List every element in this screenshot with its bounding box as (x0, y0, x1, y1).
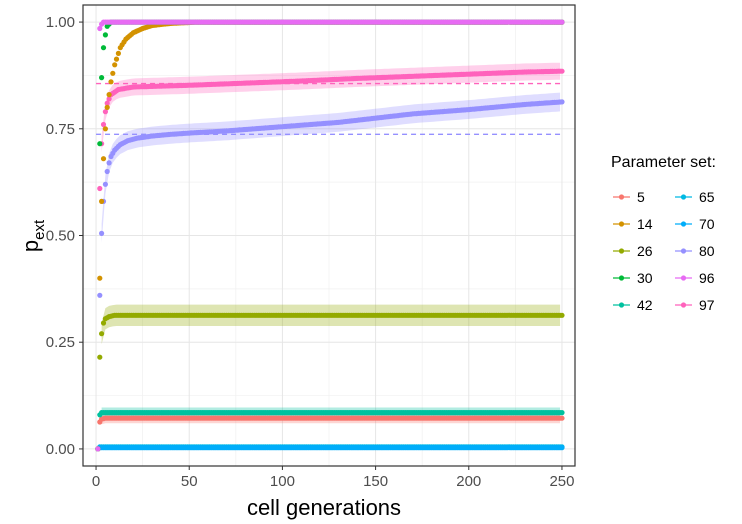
point-series-14 (112, 62, 118, 68)
series-5 (95, 415, 565, 452)
point-series-96 (97, 25, 103, 32)
point-series-97 (559, 68, 565, 74)
legend-label-14: 14 (637, 216, 653, 232)
y-tick-label: 0.75 (46, 121, 75, 138)
legend-key-30 (613, 275, 630, 281)
point-series-80 (99, 230, 105, 236)
point-series-80 (97, 292, 103, 298)
point-series-97 (97, 185, 103, 192)
point-series-5 (559, 415, 565, 421)
point-series-14 (97, 275, 103, 281)
legend-title: Parameter set: (611, 154, 716, 171)
point-series-14 (100, 156, 107, 162)
point-series-14 (106, 92, 112, 98)
point-series-26 (97, 354, 103, 360)
point-series-26 (100, 320, 107, 326)
legend: Parameter set: 5 14 26 30 42 65 70 80 96 97 (611, 154, 716, 313)
point-series-26 (99, 331, 105, 337)
point-series-97 (100, 121, 107, 128)
legend-key-26 (613, 248, 630, 254)
legend-key-point (680, 221, 687, 227)
legend-label-5: 5 (637, 189, 645, 205)
series-97 (95, 68, 565, 452)
point-series-14 (102, 126, 108, 132)
legend-label-42: 42 (637, 297, 653, 313)
legend-label-26: 26 (637, 243, 653, 259)
legend-key-point (680, 302, 687, 308)
legend-key-point (618, 302, 625, 308)
legend-key-point (618, 275, 625, 281)
legend-key-14 (613, 221, 630, 227)
legend-key-point (618, 221, 625, 227)
legend-key-65 (675, 194, 692, 200)
legend-key-96 (675, 275, 692, 281)
legend-label-70: 70 (699, 216, 715, 232)
point-series-14 (115, 50, 121, 57)
y-axis-title: pext (18, 219, 48, 252)
legend-label-80: 80 (699, 243, 715, 259)
y-tick-label: 1.00 (46, 14, 75, 31)
legend-key-point (680, 248, 687, 254)
y-tick-label: 0.50 (46, 228, 75, 245)
x-tick-label: 50 (181, 473, 198, 490)
point-series-30 (97, 141, 103, 147)
legend-key-point (680, 275, 687, 281)
point-series-80 (102, 181, 108, 187)
legend-label-30: 30 (637, 270, 653, 286)
point-series-14 (110, 70, 116, 76)
point-series-97 (106, 96, 112, 102)
x-axis-title: cell generations (247, 495, 401, 520)
legend-key-97 (675, 302, 692, 308)
point-series-26 (559, 312, 565, 318)
x-tick-label: 0 (92, 473, 100, 490)
point-series-14 (113, 56, 120, 62)
point-series-14 (99, 198, 105, 204)
point-series-14 (108, 79, 114, 85)
legend-key-point (680, 194, 687, 200)
x-tick-label: 100 (270, 473, 295, 490)
y-axis-title-sub: ext (31, 219, 48, 240)
data-points (95, 19, 565, 452)
series-26 (95, 312, 565, 452)
legend-key-5 (613, 194, 630, 200)
y-tick-label: 0.00 (46, 441, 75, 458)
legend-key-point (618, 248, 625, 254)
point-series-96 (559, 19, 565, 25)
legend-label-65: 65 (699, 189, 715, 205)
x-tick-label: 150 (363, 473, 388, 490)
series-70 (95, 445, 565, 452)
legend-label-96: 96 (699, 270, 715, 286)
legend-key-42 (613, 302, 630, 308)
y-axis-title-main: p (18, 240, 43, 252)
point-series-96 (95, 446, 101, 452)
y-axis: 0.00 0.25 0.50 0.75 1.00 (46, 14, 83, 458)
point-series-30 (102, 32, 108, 38)
point-series-14 (104, 104, 110, 110)
legend-label-97: 97 (699, 297, 715, 313)
series-80 (95, 99, 565, 452)
point-series-97 (104, 100, 110, 106)
point-series-30 (99, 75, 105, 81)
point-series-80 (106, 160, 112, 166)
point-series-70 (559, 445, 565, 451)
point-series-80 (104, 168, 110, 175)
series-96 (95, 19, 565, 452)
point-series-97 (102, 109, 108, 115)
x-axis: 0 50 100 150 200 250 (92, 466, 574, 490)
point-series-42 (559, 410, 565, 416)
point-series-30 (100, 45, 107, 51)
legend-key-point (618, 194, 625, 200)
x-tick-label: 250 (549, 473, 574, 490)
point-series-80 (559, 99, 565, 105)
y-tick-label: 0.25 (46, 334, 75, 351)
x-tick-label: 200 (456, 473, 481, 490)
limit-lines (96, 82, 562, 135)
legend-key-80 (675, 248, 692, 254)
legend-key-70 (675, 221, 692, 227)
